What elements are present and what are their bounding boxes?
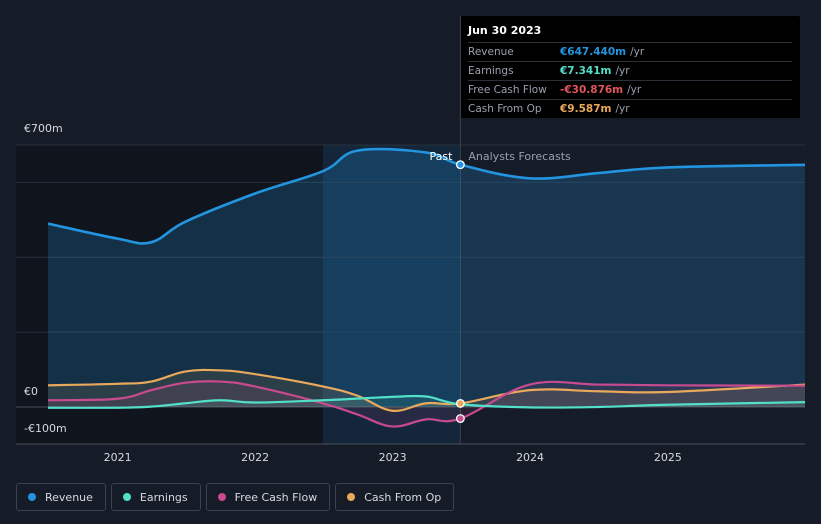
legend-label: Free Cash Flow	[234, 490, 318, 504]
data-point-marker	[455, 398, 465, 408]
tooltip-row-revenue: Revenue €647.440m /yr	[468, 42, 792, 61]
y-tick-label: €0	[24, 385, 38, 398]
legend-label: Cash From Op	[364, 490, 442, 504]
tooltip-unit: /yr	[630, 46, 645, 58]
tooltip-panel: Jun 30 2023 Revenue €647.440m /yr Earnin…	[461, 16, 800, 118]
data-point-marker	[455, 160, 465, 170]
y-tick-label: €700m	[24, 122, 63, 135]
legend-label: Earnings	[139, 490, 188, 504]
tooltip-row-free-cash-flow: Free Cash Flow -€30.876m /yr	[468, 80, 792, 99]
x-tick-label: 2021	[104, 451, 132, 464]
financial-chart: €700m €0 -€100m 2021 2022 2023 2024 2025 Past Ana…	[16, 16, 806, 464]
x-tick-label: 2024	[516, 451, 544, 464]
legend-dot-icon	[122, 493, 131, 501]
recent-period-band	[322, 145, 461, 444]
x-tick-label: 2023	[379, 451, 407, 464]
tooltip-unit: /yr	[627, 84, 642, 96]
tooltip-unit: /yr	[615, 103, 630, 115]
tooltip-date: Jun 30 2023	[468, 24, 542, 37]
legend-dot-icon	[347, 493, 356, 501]
series-area-revenue	[48, 149, 805, 407]
series-area-earnings	[48, 395, 805, 408]
series-line-free-cash-flow	[47, 380, 806, 428]
series-line-revenue	[47, 147, 806, 245]
data-point-marker	[455, 414, 465, 424]
legend-item-free-cash-flow[interactable]: Free Cash Flow	[205, 483, 331, 511]
tooltip-value: €9.587m	[560, 103, 612, 115]
tooltip-label: Cash From Op	[468, 103, 542, 115]
forecast-label: Analysts Forecasts	[468, 150, 571, 163]
tooltip-label: Earnings	[468, 65, 514, 77]
tooltip-value: -€30.876m	[560, 84, 624, 96]
legend-item-cash-from-op[interactable]: Cash From Op	[335, 483, 455, 511]
legend-label: Revenue	[45, 490, 93, 504]
x-tick-label: 2025	[654, 451, 682, 464]
legend-dot-icon	[28, 493, 36, 501]
tooltip-unit: /yr	[615, 65, 630, 77]
legend-item-revenue[interactable]: Revenue	[16, 483, 106, 511]
tooltip-row-cash-from-op: Cash From Op €9.587m /yr	[468, 99, 792, 118]
tooltip-label: Revenue	[468, 46, 514, 58]
chart-legend: Revenue Earnings Free Cash Flow Cash Fro…	[16, 483, 455, 511]
legend-dot-icon	[217, 493, 226, 501]
legend-item-earnings[interactable]: Earnings	[110, 483, 201, 511]
tooltip-label: Free Cash Flow	[468, 84, 547, 96]
x-tick-label: 2022	[241, 451, 269, 464]
past-label: Past	[429, 150, 453, 163]
tooltip-value: €647.440m	[560, 46, 627, 58]
tooltip-row-earnings: Earnings €7.341m /yr	[468, 61, 792, 80]
series-line-earnings	[47, 394, 806, 409]
tooltip-value: €7.341m	[560, 65, 612, 77]
y-tick-label: -€100m	[24, 422, 67, 435]
